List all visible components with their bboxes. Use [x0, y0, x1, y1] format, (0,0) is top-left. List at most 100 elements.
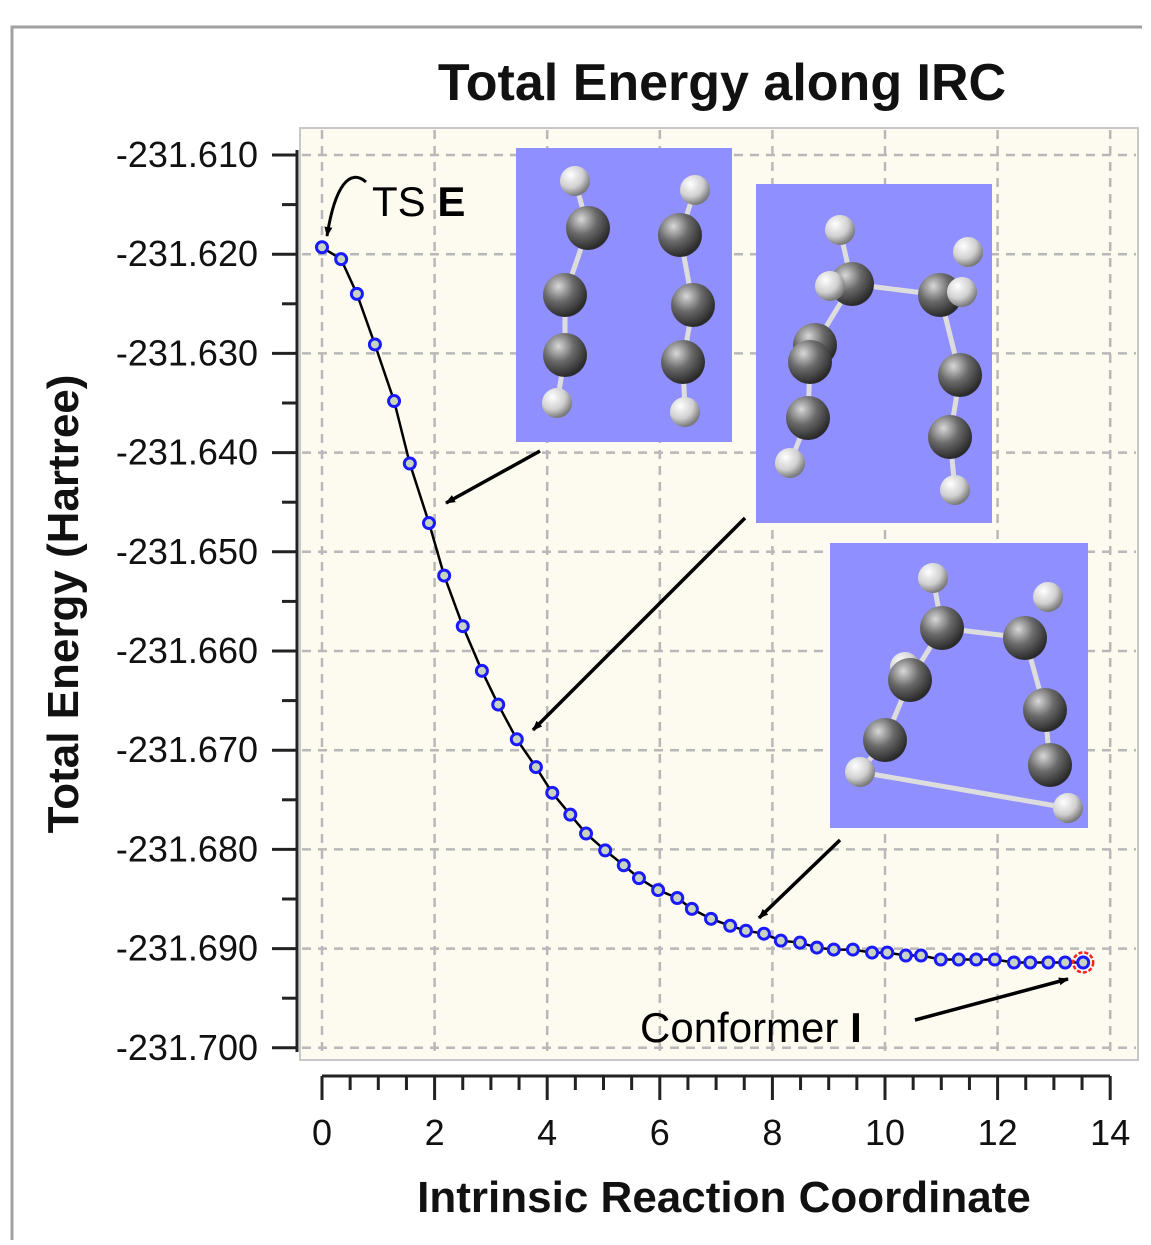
data-point: [528, 760, 543, 775]
data-point: [914, 948, 929, 963]
data-point: [951, 952, 966, 967]
hydrogen-atom: [1033, 582, 1063, 612]
bond: [859, 769, 1069, 811]
y-tick-label: -231.670: [116, 729, 258, 770]
data-point: [631, 871, 646, 886]
axes: [272, 150, 1112, 1100]
data-point: [738, 923, 753, 938]
data-point: [651, 883, 666, 898]
data-point: [969, 952, 984, 967]
hydrogen-atom: [1053, 793, 1083, 823]
data-point: [773, 933, 788, 948]
ts-curved-arrow: [324, 175, 367, 237]
molecule-inset-2: [756, 184, 992, 523]
data-point: [670, 891, 685, 906]
data-point: [809, 940, 824, 955]
hydrogen-atom: [953, 237, 983, 267]
data-point: [1023, 955, 1038, 970]
data-point: [437, 568, 452, 583]
carbon-atom: [566, 206, 610, 250]
carbon-atom: [863, 718, 907, 762]
carbon-atom: [661, 340, 705, 384]
data-point: [704, 911, 719, 926]
x-tick-label: 4: [537, 1112, 557, 1153]
data-point: [1076, 955, 1091, 970]
data-point: [1058, 955, 1073, 970]
data-point: [455, 619, 470, 634]
carbon-atom: [658, 213, 702, 257]
data-point: [987, 952, 1002, 967]
data-point: [509, 732, 524, 747]
hydrogen-atom: [940, 475, 970, 505]
data-point: [865, 945, 880, 960]
current-point-highlight: [1071, 951, 1095, 974]
tick-labels: -231.610 -231.620 -231.630 -231.640 -231.650…: [116, 134, 1130, 1153]
carbon-atom: [928, 415, 972, 459]
data-point: [349, 286, 364, 301]
carbon-atom: [938, 353, 982, 397]
conformer-label: Conformer I: [640, 1004, 862, 1051]
hydrogen-atom: [947, 277, 977, 307]
data-point: [845, 942, 860, 957]
data-point: [579, 826, 594, 841]
hydrogen-atom: [560, 166, 590, 196]
data-point: [826, 942, 841, 957]
carbon-atom: [543, 333, 587, 377]
carbon-atom: [788, 340, 832, 384]
hydrogen-atom: [670, 397, 700, 427]
hydrogen-atom: [542, 388, 572, 418]
arrow-to-inset-3-point: [757, 838, 842, 920]
hydrogen-atom: [815, 271, 845, 301]
annotation-arrows: [324, 175, 1069, 1022]
data-point: [491, 697, 506, 712]
data-point: [756, 926, 771, 941]
x-tick-label: 10: [865, 1112, 905, 1153]
y-tick-label: -231.610: [116, 134, 258, 175]
x-tick-label: 0: [312, 1112, 332, 1153]
data-point: [616, 858, 631, 873]
carbon-atom: [1003, 616, 1047, 660]
y-tick-label: -231.680: [116, 828, 258, 869]
data-point: [1041, 955, 1056, 970]
x-tick-label: 6: [650, 1112, 670, 1153]
series-irc-energy: [315, 240, 1095, 974]
x-tick-label: 2: [425, 1112, 445, 1153]
data-point: [792, 935, 807, 950]
data-point: [598, 843, 613, 858]
y-tick-label: -231.690: [116, 928, 258, 969]
data-point: [684, 901, 699, 916]
data-point: [334, 252, 349, 267]
carbon-atom: [888, 658, 932, 702]
y-axis-title: Total Energy (Hartree): [39, 375, 88, 834]
arrow-to-inset-1-point: [445, 449, 541, 505]
x-tick-label: 8: [762, 1112, 782, 1153]
carbon-atom: [786, 396, 830, 440]
data-point: [387, 394, 402, 409]
y-tick-label: -231.700: [116, 1027, 258, 1068]
chart-title: Total Energy along IRC: [438, 54, 1006, 112]
carbon-atom: [671, 283, 715, 327]
carbon-atom: [1023, 688, 1067, 732]
ts-label: TS E: [372, 178, 465, 225]
data-point: [880, 945, 895, 960]
y-tick-label: -231.630: [116, 332, 258, 373]
data-point: [545, 785, 560, 800]
data-point: [315, 240, 329, 255]
molecule-inset-3: [830, 543, 1088, 828]
data-point: [723, 918, 738, 933]
data-point: [367, 337, 382, 352]
hydrogen-atom: [825, 215, 855, 245]
hydrogen-atom: [918, 563, 948, 593]
hydrogen-atom: [775, 448, 805, 478]
y-tick-label: -231.640: [116, 432, 258, 473]
data-point: [421, 516, 436, 531]
arrow-to-inset-2-point: [531, 516, 747, 732]
data-point: [402, 456, 417, 471]
x-tick-label: 14: [1090, 1112, 1130, 1153]
data-point: [474, 663, 489, 678]
x-axis-title: Intrinsic Reaction Coordinate: [417, 1173, 1031, 1222]
y-tick-label: -231.650: [116, 531, 258, 572]
y-tick-label: -231.620: [116, 233, 258, 274]
data-point: [898, 948, 913, 963]
